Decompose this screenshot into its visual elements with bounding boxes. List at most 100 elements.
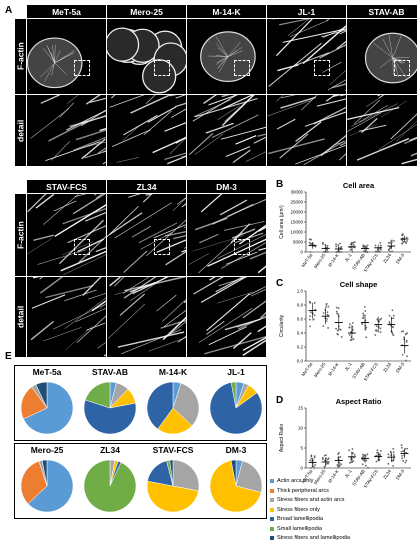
data-point	[339, 328, 342, 331]
legend-item: Stress fibers and lamellipodia	[270, 535, 350, 541]
data-point	[401, 454, 403, 457]
detail-region-box	[74, 239, 91, 256]
data-point	[348, 323, 351, 326]
x-tick-label: Mero-25	[313, 468, 327, 485]
legend-swatch	[270, 517, 274, 521]
data-point	[326, 313, 329, 316]
y-tick-label: 0.6	[297, 317, 304, 322]
data-point	[321, 243, 324, 246]
column-header: STAV-AB	[347, 5, 417, 18]
pie-row-frame	[14, 443, 267, 519]
cell-shape-chart: Circularity 0.0 0.2 0.4 0.6 0.8 1.0 MeT-5a Mero-…	[279, 289, 411, 382]
pie-cell: JL-1	[205, 367, 267, 437]
data-point	[337, 244, 339, 247]
y-tick-label: 25000	[290, 200, 303, 205]
micrograph	[107, 277, 186, 357]
data-point	[314, 308, 317, 311]
data-point	[326, 462, 329, 465]
data-point	[310, 311, 312, 314]
column-header: JL-1	[267, 5, 346, 18]
legend-swatch	[270, 488, 274, 493]
chart-c-title: Cell shape	[339, 280, 378, 289]
data-point	[392, 317, 395, 320]
data-point	[335, 310, 338, 313]
pie-slice	[157, 407, 193, 435]
pie-slice	[35, 381, 48, 409]
legend-item: Stress fibers only	[270, 507, 320, 513]
y-tick-label: 10	[298, 426, 304, 431]
x-tick-label: M-14-K	[327, 469, 340, 484]
data-point	[308, 300, 311, 303]
data-point	[325, 320, 328, 323]
data-point	[351, 251, 354, 253]
data-point	[325, 306, 328, 309]
x-tick-label: DM-3	[395, 252, 406, 264]
pie-title: STAV-AB	[91, 367, 129, 377]
y-tick-label: 10000	[290, 230, 303, 235]
panel-label-e: E	[5, 351, 12, 362]
data-point	[340, 463, 343, 466]
data-point	[313, 455, 316, 458]
data-point	[337, 333, 340, 336]
pie-slice	[172, 382, 200, 427]
legend-item: Thick peripheral arcs	[270, 488, 329, 494]
data-point	[392, 464, 395, 467]
x-tick-label: ZL34	[382, 468, 392, 480]
x-tick-label: MeT-5a	[301, 252, 314, 268]
pie-slice	[169, 459, 174, 487]
row-label: F-actin	[15, 194, 26, 276]
data-point	[402, 330, 405, 333]
chart-d-title: Aspect Ratio	[335, 397, 382, 406]
data-point	[335, 243, 337, 246]
data-point	[403, 336, 406, 339]
pie-chart	[209, 459, 263, 513]
data-point	[387, 249, 390, 251]
pie-title: M-14-K	[158, 367, 188, 377]
legend-swatch	[270, 479, 274, 483]
data-point	[404, 461, 407, 464]
data-point	[314, 464, 316, 466]
y-tick-label: 15	[298, 406, 304, 411]
data-point	[402, 459, 405, 462]
data-point	[365, 459, 368, 462]
data-point	[365, 246, 368, 249]
x-tick-label: Mero-25	[313, 361, 327, 378]
data-point	[326, 244, 329, 247]
y-tick-label: 5	[300, 446, 303, 451]
data-point	[322, 312, 325, 314]
data-point	[310, 467, 312, 469]
data-point	[323, 467, 326, 469]
data-point	[388, 322, 391, 325]
data-point	[376, 449, 379, 452]
data-point	[327, 251, 329, 253]
pie-chart	[146, 381, 200, 435]
data-point	[375, 460, 378, 463]
pie-chart	[20, 381, 74, 435]
data-point	[309, 315, 312, 318]
pie-slice	[27, 459, 74, 513]
data-point	[352, 460, 355, 463]
data-point	[379, 449, 382, 452]
data-point	[367, 466, 369, 469]
data-point	[322, 241, 324, 244]
x-tick-label: ZL34	[382, 252, 392, 264]
x-tick-label: JL-1	[344, 361, 353, 371]
data-point	[379, 244, 382, 247]
data-point	[392, 453, 395, 456]
data-point	[337, 466, 340, 468]
data-point	[336, 329, 339, 332]
pie-slice	[209, 460, 262, 513]
detail-region-box	[154, 60, 171, 77]
data-point	[405, 451, 408, 454]
data-point	[313, 467, 316, 469]
micrograph	[107, 19, 186, 94]
data-point	[314, 245, 317, 248]
data-point	[362, 314, 365, 317]
pie-slice	[230, 381, 237, 409]
detail-region-box	[234, 239, 251, 256]
micrograph	[187, 95, 266, 166]
data-point	[391, 309, 394, 312]
column-header: Mero-25	[107, 5, 186, 18]
data-point	[406, 355, 408, 358]
